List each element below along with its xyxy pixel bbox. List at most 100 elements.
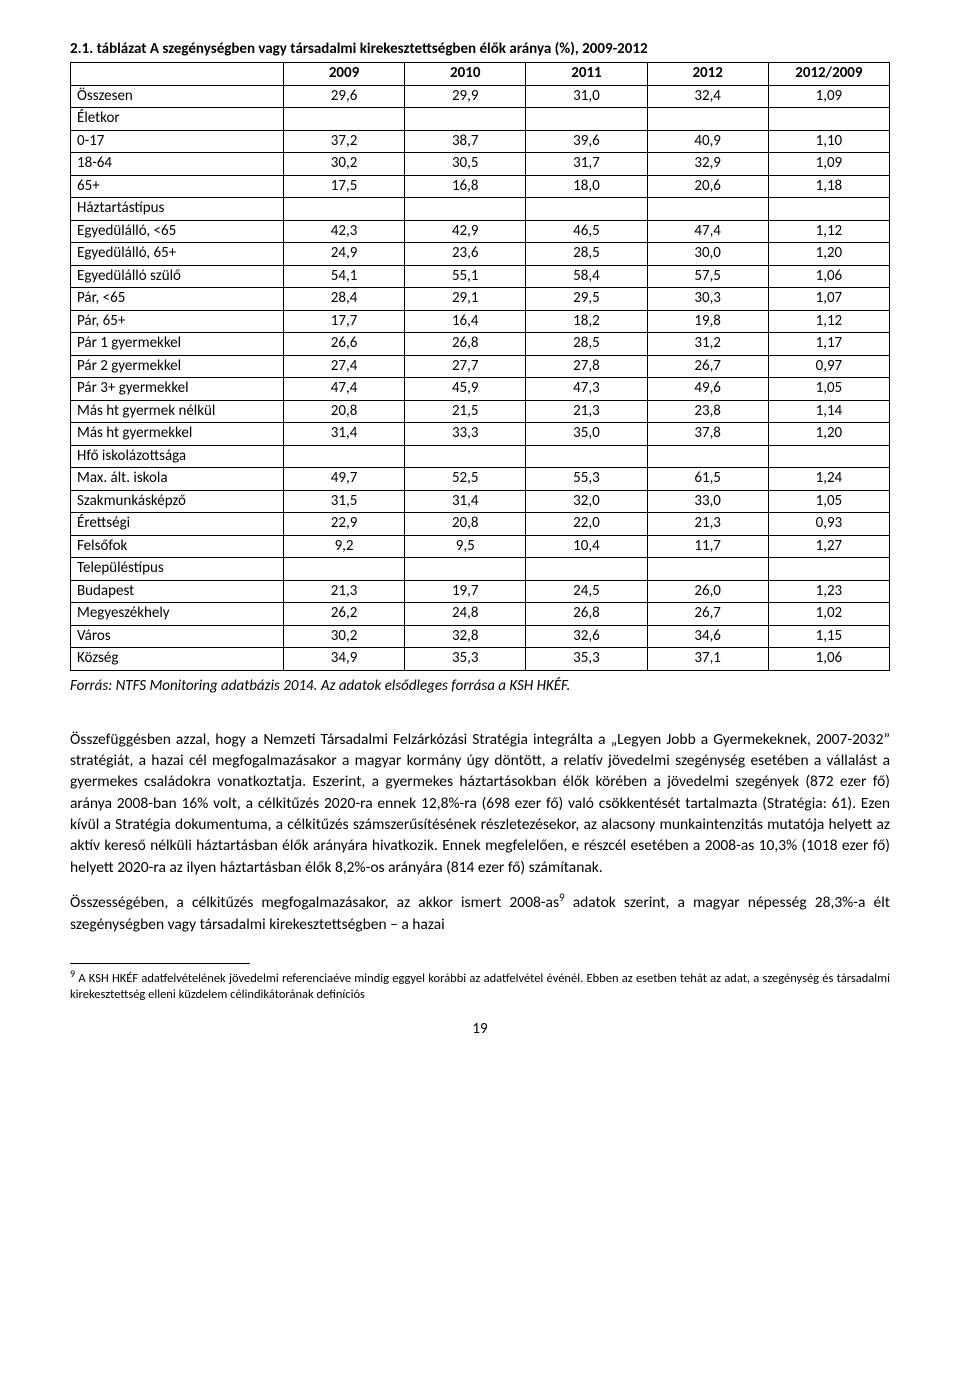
cell-value: 39,6 (526, 130, 647, 153)
row-label: Felsőfok (71, 535, 284, 558)
cell-value: 1,27 (768, 535, 889, 558)
table-row: Budapest21,319,724,526,01,23 (71, 580, 890, 603)
row-label: Pár 2 gyermekkel (71, 355, 284, 378)
cell-value (283, 558, 404, 581)
cell-value: 33,3 (405, 423, 526, 446)
cell-value: 24,9 (283, 243, 404, 266)
table-row: 18-6430,230,531,732,91,09 (71, 153, 890, 176)
footnote-separator (70, 963, 250, 964)
body-text: Összefüggésben azzal, hogy a Nemzeti Tár… (70, 729, 890, 936)
cell-value (526, 108, 647, 131)
cell-value: 9,5 (405, 535, 526, 558)
cell-value: 1,23 (768, 580, 889, 603)
cell-value: 47,3 (526, 378, 647, 401)
cell-value: 26,2 (283, 603, 404, 626)
table-row: Felsőfok9,29,510,411,71,27 (71, 535, 890, 558)
cell-value: 1,12 (768, 310, 889, 333)
cell-value: 1,05 (768, 378, 889, 401)
table-row: Egyedülálló szülő54,155,158,457,51,06 (71, 265, 890, 288)
table-row: Pár, <6528,429,129,530,31,07 (71, 288, 890, 311)
table-row: Megyeszékhely26,224,826,826,71,02 (71, 603, 890, 626)
row-label: Pár 3+ gyermekkel (71, 378, 284, 401)
row-label: Község (71, 648, 284, 671)
cell-value (405, 445, 526, 468)
cell-value: 1,06 (768, 265, 889, 288)
table-row: Egyedülálló, 65+24,923,628,530,01,20 (71, 243, 890, 266)
table-row: Község34,935,335,337,11,06 (71, 648, 890, 671)
cell-value: 20,8 (283, 400, 404, 423)
cell-value (647, 198, 768, 221)
row-label: Pár, 65+ (71, 310, 284, 333)
cell-value: 26,0 (647, 580, 768, 603)
column-header: 2012/2009 (768, 63, 889, 86)
table-row: 0-1737,238,739,640,91,10 (71, 130, 890, 153)
cell-value: 1,12 (768, 220, 889, 243)
row-label: Más ht gyermekkel (71, 423, 284, 446)
row-label: Szakmunkásképző (71, 490, 284, 513)
cell-value: 28,5 (526, 243, 647, 266)
table-row: Szakmunkásképző31,531,432,033,01,05 (71, 490, 890, 513)
cell-value: 61,5 (647, 468, 768, 491)
cell-value: 46,5 (526, 220, 647, 243)
table-row: 65+17,516,818,020,61,18 (71, 175, 890, 198)
paragraph-2: Összességében, a célkitűzés megfogalmazá… (70, 890, 890, 935)
cell-value (768, 558, 889, 581)
table-row: Háztartástípus (71, 198, 890, 221)
cell-value: 47,4 (283, 378, 404, 401)
cell-value: 20,8 (405, 513, 526, 536)
cell-value: 58,4 (526, 265, 647, 288)
table-row: Más ht gyermek nélkül20,821,521,323,81,1… (71, 400, 890, 423)
cell-value: 0,93 (768, 513, 889, 536)
cell-value: 19,7 (405, 580, 526, 603)
cell-value: 55,3 (526, 468, 647, 491)
cell-value: 11,7 (647, 535, 768, 558)
cell-value: 24,8 (405, 603, 526, 626)
cell-value: 22,0 (526, 513, 647, 536)
cell-value: 28,4 (283, 288, 404, 311)
table-row: Pár 2 gyermekkel27,427,727,826,70,97 (71, 355, 890, 378)
table-row: Településtípus (71, 558, 890, 581)
table-header: 20092010201120122012/2009 (71, 63, 890, 86)
cell-value: 1,05 (768, 490, 889, 513)
cell-value: 1,09 (768, 153, 889, 176)
cell-value: 0,97 (768, 355, 889, 378)
cell-value: 42,9 (405, 220, 526, 243)
cell-value: 57,5 (647, 265, 768, 288)
row-label: Egyedülálló szülő (71, 265, 284, 288)
cell-value: 33,0 (647, 490, 768, 513)
cell-value (283, 198, 404, 221)
cell-value (647, 558, 768, 581)
cell-value (283, 108, 404, 131)
cell-value: 31,0 (526, 85, 647, 108)
cell-value: 1,24 (768, 468, 889, 491)
cell-value: 54,1 (283, 265, 404, 288)
cell-value: 30,2 (283, 625, 404, 648)
document-page: 2.1. táblázat A szegénységben vagy társa… (0, 0, 960, 1058)
row-label: Hfő iskolázottsága (71, 445, 284, 468)
cell-value: 47,4 (647, 220, 768, 243)
footnote-text: A KSH HKÉF adatfelvételének jövedelmi re… (70, 971, 890, 1002)
table-body: Összesen29,629,931,032,41,09Életkor0-173… (71, 85, 890, 670)
p2-before: Összességében, a célkitűzés megfogalmazá… (70, 893, 559, 912)
table-row: Pár 3+ gyermekkel47,445,947,349,61,05 (71, 378, 890, 401)
row-label: 18-64 (71, 153, 284, 176)
cell-value: 1,10 (768, 130, 889, 153)
cell-value: 37,1 (647, 648, 768, 671)
cell-value: 45,9 (405, 378, 526, 401)
page-number: 19 (70, 1020, 890, 1038)
cell-value: 9,2 (283, 535, 404, 558)
cell-value: 24,5 (526, 580, 647, 603)
cell-value: 1,06 (768, 648, 889, 671)
cell-value: 1,02 (768, 603, 889, 626)
cell-value: 16,8 (405, 175, 526, 198)
table-row: Egyedülálló, <6542,342,946,547,41,12 (71, 220, 890, 243)
cell-value (768, 108, 889, 131)
table-row: Pár, 65+17,716,418,219,81,12 (71, 310, 890, 333)
cell-value: 26,8 (526, 603, 647, 626)
cell-value (768, 445, 889, 468)
cell-value (526, 558, 647, 581)
cell-value: 1,20 (768, 423, 889, 446)
cell-value: 35,3 (526, 648, 647, 671)
cell-value: 1,18 (768, 175, 889, 198)
cell-value: 26,6 (283, 333, 404, 356)
